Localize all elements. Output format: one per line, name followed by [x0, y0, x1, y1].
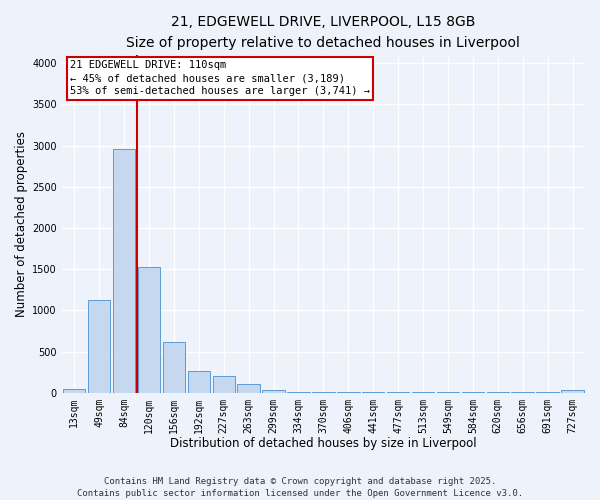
X-axis label: Distribution of detached houses by size in Liverpool: Distribution of detached houses by size …: [170, 437, 477, 450]
Bar: [262, 390, 285, 392]
Bar: [138, 266, 160, 392]
Bar: [63, 388, 85, 392]
Text: Contains HM Land Registry data © Crown copyright and database right 2025.
Contai: Contains HM Land Registry data © Crown c…: [77, 476, 523, 498]
Bar: [188, 372, 210, 392]
Y-axis label: Number of detached properties: Number of detached properties: [15, 131, 28, 317]
Bar: [562, 390, 584, 392]
Bar: [212, 376, 235, 392]
Title: 21, EDGEWELL DRIVE, LIVERPOOL, L15 8GB
Size of property relative to detached hou: 21, EDGEWELL DRIVE, LIVERPOOL, L15 8GB S…: [127, 15, 520, 50]
Bar: [113, 149, 135, 392]
Bar: [163, 342, 185, 392]
Bar: [88, 300, 110, 392]
Bar: [238, 384, 260, 392]
Text: 21 EDGEWELL DRIVE: 110sqm
← 45% of detached houses are smaller (3,189)
53% of se: 21 EDGEWELL DRIVE: 110sqm ← 45% of detac…: [70, 60, 370, 96]
